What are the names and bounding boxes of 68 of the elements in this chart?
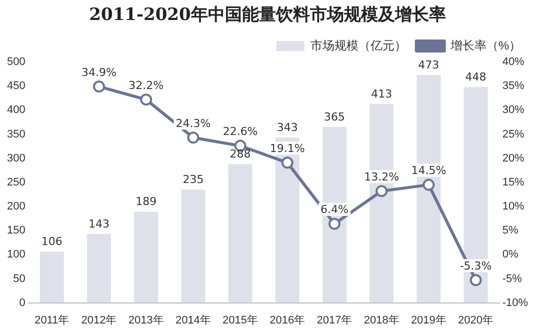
x-tick-label: 2012年 <box>81 314 117 326</box>
bar <box>86 234 112 303</box>
x-tick-label: 2011年 <box>34 314 70 326</box>
y2-tick-label: -10% <box>502 296 528 309</box>
data-label: 14.5% <box>411 164 446 178</box>
data-label: 19.1% <box>270 142 305 156</box>
y2-tick-label: 20% <box>502 152 525 164</box>
point <box>187 132 200 144</box>
y-tick-label: 350 <box>6 128 26 140</box>
x-tick-label: 2018年 <box>364 314 400 326</box>
y2-tick-label: -5% <box>502 272 522 285</box>
point <box>93 80 105 93</box>
data-label: 106 <box>41 235 62 248</box>
y2-tick-label: 40% <box>502 56 525 68</box>
bar <box>40 252 64 303</box>
point <box>140 94 152 106</box>
data-label: 448 <box>465 70 486 84</box>
legend-label: 市场规模（亿元） <box>310 38 406 52</box>
y-tick-label: 450 <box>6 80 26 92</box>
x-tick-label: 2017年 <box>316 314 352 326</box>
y-tick-label: 50 <box>13 272 26 285</box>
point <box>281 156 294 169</box>
bar <box>134 212 158 303</box>
y-tick-label: 200 <box>6 200 26 213</box>
y-tick-label: 150 <box>6 224 26 237</box>
legend-label: 增长率（%） <box>449 38 521 52</box>
y2-tick-label: 15% <box>502 176 525 188</box>
point <box>422 178 435 191</box>
x-tick-label: 2019年 <box>410 314 446 326</box>
y2-tick-label: 0% <box>502 248 518 261</box>
bar <box>181 190 206 303</box>
y-tick-label: 0 <box>19 296 26 309</box>
data-label: 288 <box>230 147 251 160</box>
x-tick-label: 2016年 <box>270 314 306 326</box>
data-label: 13.2% <box>364 170 400 184</box>
point <box>470 274 482 286</box>
y-tick-label: 250 <box>6 176 26 188</box>
x-tick-label: 2014年 <box>175 314 211 326</box>
y2-tick-label: 30% <box>502 104 525 116</box>
data-label: 143 <box>88 217 110 230</box>
x-tick-label: 2013年 <box>128 314 164 326</box>
y-tick-label: 500 <box>6 56 26 68</box>
data-label: 34.9% <box>82 66 116 79</box>
data-label: 473 <box>418 58 440 72</box>
data-label: 235 <box>182 172 204 186</box>
data-label: 24.3% <box>176 116 211 130</box>
x-tick-label: 2015年 <box>222 314 258 326</box>
data-label: 343 <box>276 120 298 134</box>
y2-tick-label: 35% <box>502 80 525 92</box>
data-label: 413 <box>371 87 392 100</box>
chart-title: 2011-2020年中国能量饮料市场规模及增长率 <box>88 4 447 27</box>
data-label: -5.3% <box>460 260 492 273</box>
y-tick-label: 100 <box>6 248 26 261</box>
data-label: 6.4% <box>320 203 348 216</box>
y2-tick-label: 25% <box>502 128 525 140</box>
x-tick-label: 2020年 <box>458 314 494 326</box>
data-label: 189 <box>136 195 157 208</box>
y-tick-label: 400 <box>6 104 26 116</box>
data-label: 32.2% <box>128 78 164 92</box>
y-tick-label: 300 <box>6 152 26 164</box>
data-label: 22.6% <box>222 125 258 138</box>
y2-tick-label: 5% <box>502 224 518 237</box>
bar <box>228 164 252 303</box>
point <box>328 218 340 230</box>
point <box>376 185 388 198</box>
y2-tick-label: 10% <box>502 200 525 213</box>
data-label: 365 <box>324 110 345 124</box>
bar <box>322 127 346 303</box>
